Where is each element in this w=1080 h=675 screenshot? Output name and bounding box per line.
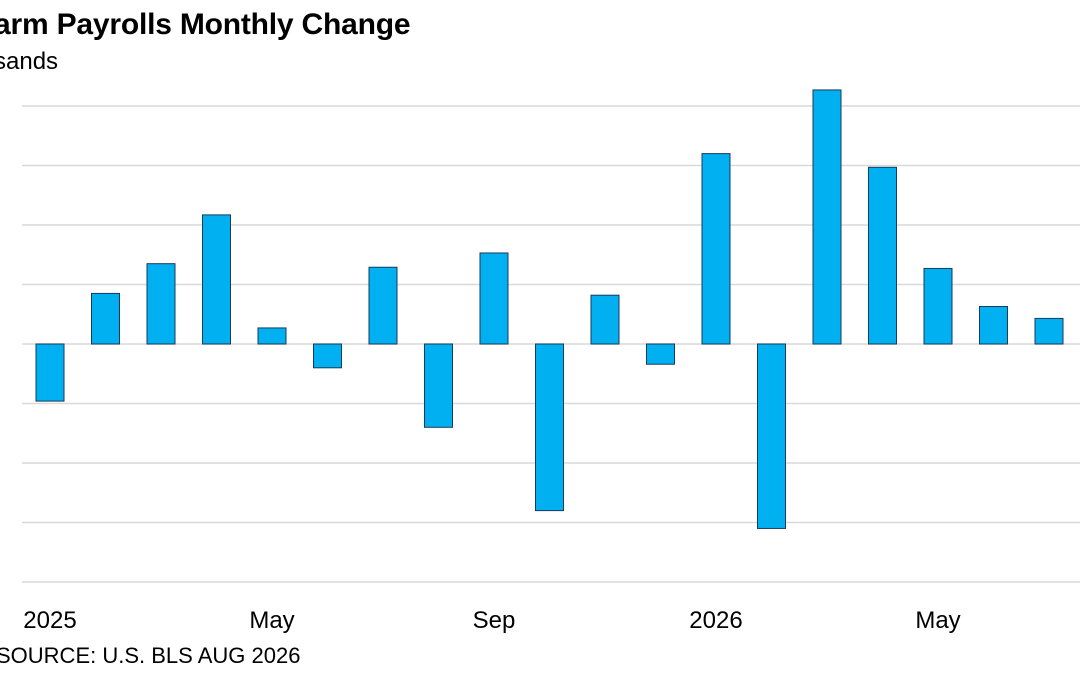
bar-2025-06 — [313, 343, 342, 369]
bar-2026-03 — [812, 89, 842, 345]
x-axis-tick-labels: 2025 May Sep 2026 May — [23, 607, 960, 634]
bar-2025-08 — [424, 343, 453, 428]
bar-2026-04 — [868, 166, 897, 345]
source-note: SOURCE: U.S. BLS AUG 2026 — [0, 643, 301, 668]
bar-2025-03 — [146, 263, 176, 345]
bar-2026-07 — [1034, 317, 1064, 345]
bar-2026-05 — [923, 267, 953, 345]
bar-2025-07 — [368, 266, 398, 345]
bar-2025-12 — [646, 343, 675, 365]
bar-2025-05 — [257, 327, 287, 345]
x-tick-label-2: Sep — [473, 607, 516, 634]
bar-2025-09 — [479, 252, 509, 345]
bars — [35, 89, 1064, 529]
bar-2025-02 — [91, 292, 120, 345]
bar-2026-02 — [757, 343, 786, 529]
x-tick-label-3: 2026 — [689, 607, 742, 634]
bar-2025-01 — [35, 343, 65, 402]
bar-2025-10 — [535, 343, 564, 512]
bar-2025-04 — [202, 214, 231, 345]
x-tick-label-0: 2025 — [23, 607, 76, 634]
x-tick-label-4: May — [915, 607, 960, 634]
chart-subtitle: sands — [0, 48, 59, 75]
chart-title: arm Payrolls Monthly Change — [0, 8, 411, 41]
bar-2026-06 — [979, 306, 1008, 345]
x-tick-label-1: May — [249, 607, 294, 634]
bar-2025-11 — [590, 294, 620, 345]
bar-2026-01 — [701, 153, 731, 345]
